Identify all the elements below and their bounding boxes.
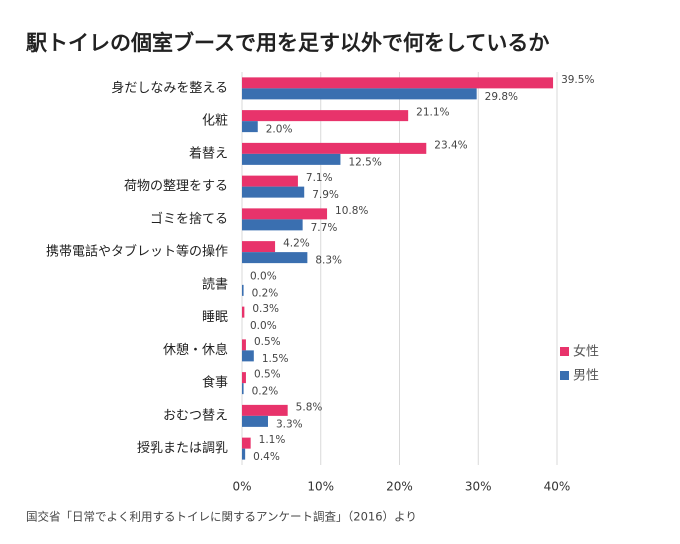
x-tick-label: 20% (386, 480, 413, 494)
value-label: 8.3% (315, 255, 342, 267)
bar (242, 186, 305, 198)
bar (242, 77, 554, 89)
legend-swatch (560, 371, 569, 380)
source-note: 国交省「日常でよく利用するトイレに関するアンケート調査」（2016）より (26, 510, 417, 524)
value-label: 7.1% (306, 172, 333, 184)
y-tick-label: 携帯電話やタブレット等の操作 (46, 244, 228, 260)
y-tick-label: ゴミを捨てる (150, 211, 228, 227)
bar (242, 241, 276, 253)
x-tick-label: 30% (465, 480, 492, 494)
bar (242, 110, 409, 122)
value-label: 3.3% (276, 418, 303, 430)
y-tick-label: おむつ替え (163, 408, 228, 423)
y-tick-label: 食事 (202, 375, 228, 391)
bar (242, 350, 254, 362)
value-label: 7.7% (311, 222, 338, 234)
value-label: 0.2% (252, 287, 279, 299)
y-tick-label: 荷物の整理をする (124, 179, 228, 194)
y-tick-label: 身だしなみを整える (111, 80, 228, 96)
value-label: 1.1% (259, 434, 286, 446)
y-tick-label: 授乳または調乳 (137, 441, 228, 456)
y-tick-label: 読書 (202, 276, 228, 292)
value-label: 39.5% (561, 74, 594, 86)
bar (242, 153, 341, 165)
value-label: 0.5% (254, 369, 281, 381)
chart-title: 駅トイレの個室ブースで用を足す以外で何をしているか (26, 31, 549, 55)
legend-swatch (560, 347, 569, 356)
y-tick-label: 休憩・休息 (163, 342, 228, 358)
value-label: 12.5% (348, 156, 381, 168)
x-tick-label: 10% (307, 480, 334, 494)
value-label: 23.4% (434, 139, 467, 151)
legend-label: 男性 (573, 369, 599, 384)
value-label: 0.5% (254, 336, 281, 348)
bar (242, 437, 251, 449)
value-label: 0.3% (252, 303, 279, 315)
value-label: 4.2% (283, 238, 310, 250)
bar (242, 383, 244, 395)
value-label: 10.8% (335, 205, 368, 217)
value-label: 0.4% (253, 451, 280, 463)
bar (242, 284, 244, 296)
value-label: 5.8% (296, 401, 323, 413)
value-label: 0.0% (250, 270, 277, 282)
value-label: 0.0% (250, 320, 277, 332)
x-tick-label: 40% (544, 480, 571, 494)
bar (242, 339, 246, 351)
value-label: 7.9% (312, 189, 339, 201)
value-label: 0.2% (252, 386, 279, 398)
value-label: 1.5% (262, 353, 289, 365)
bar (242, 252, 308, 264)
legend-label: 女性 (573, 344, 599, 360)
bar (242, 88, 477, 100)
x-tick-label: 0% (232, 480, 251, 494)
bar (242, 415, 268, 427)
bar (242, 404, 288, 416)
value-label: 2.0% (266, 124, 293, 136)
y-tick-label: 睡眠 (202, 310, 228, 325)
bar (242, 306, 245, 318)
value-label: 29.8% (485, 91, 518, 103)
bar (242, 448, 246, 460)
y-tick-label: 化粧 (202, 114, 228, 129)
value-label: 21.1% (416, 107, 449, 119)
bar (242, 175, 298, 187)
y-tick-label: 着替え (189, 145, 228, 161)
bar (242, 142, 427, 154)
bar (242, 372, 246, 384)
bar (242, 208, 328, 220)
bar (242, 219, 303, 231)
bar (242, 121, 258, 133)
